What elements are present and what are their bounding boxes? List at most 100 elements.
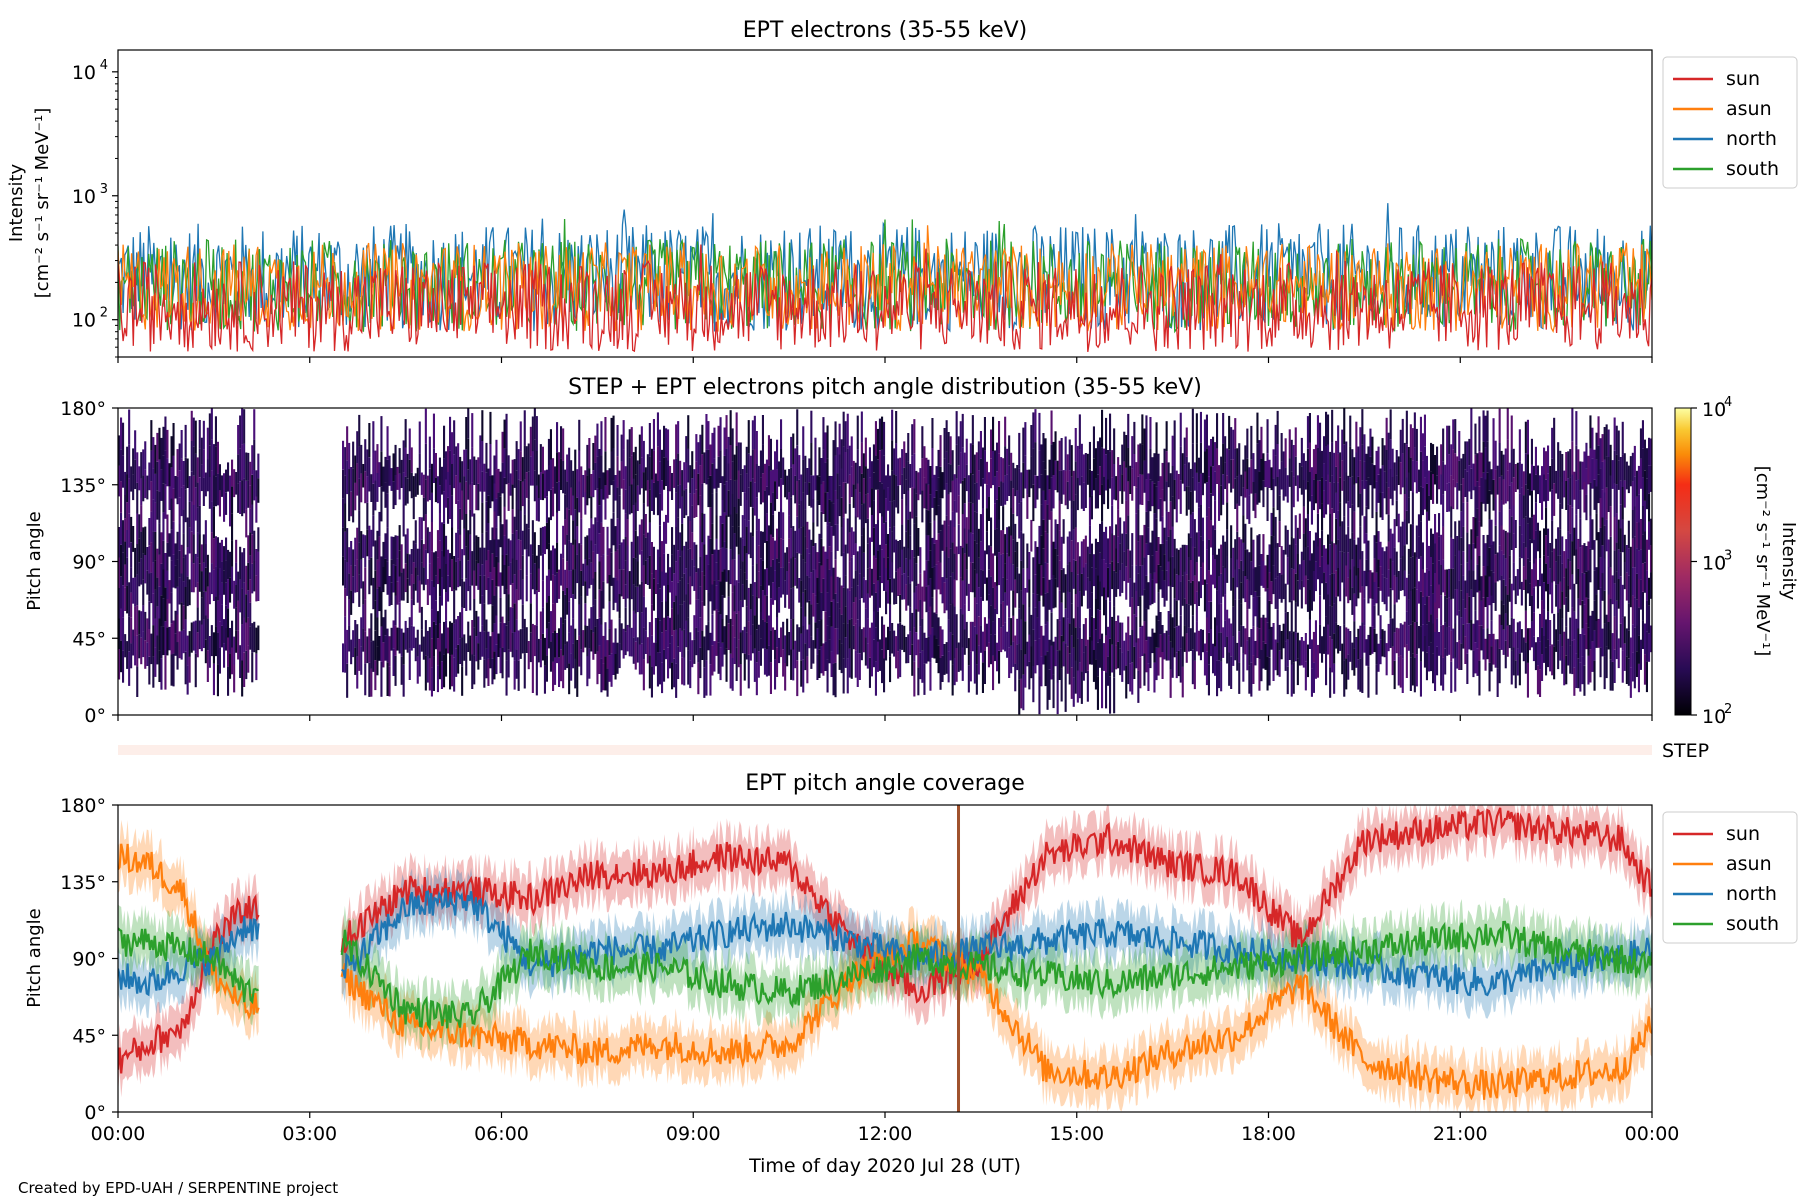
heatmap-cell bbox=[1397, 628, 1400, 657]
heatmap-cell bbox=[834, 421, 837, 456]
heatmap-cell bbox=[382, 567, 385, 593]
heatmap-cell bbox=[1498, 614, 1501, 649]
heatmap-cell bbox=[1038, 450, 1041, 489]
heatmap-cell bbox=[489, 636, 492, 669]
heatmap-cell bbox=[1121, 563, 1124, 593]
heatmap-cell bbox=[1177, 549, 1180, 576]
heatmap-cell bbox=[525, 549, 528, 576]
heatmap-cell bbox=[1337, 453, 1340, 483]
heatmap-cell bbox=[1266, 588, 1269, 623]
heatmap-cell bbox=[457, 529, 460, 559]
heatmap-cell bbox=[1226, 502, 1229, 530]
ytick-label: 90° bbox=[72, 552, 106, 574]
heatmap-cell bbox=[130, 466, 133, 492]
heatmap-cell bbox=[1292, 631, 1295, 663]
heatmap-cell bbox=[878, 481, 881, 514]
heatmap-cell bbox=[711, 432, 714, 464]
heatmap-cell bbox=[124, 518, 127, 542]
panel2-heatmap-cells bbox=[118, 408, 1652, 715]
heatmap-cell bbox=[1129, 550, 1132, 579]
heatmap-cell bbox=[1407, 472, 1410, 498]
heatmap-cell bbox=[1470, 438, 1473, 469]
heatmap-cell bbox=[1258, 471, 1261, 503]
heatmap-cell bbox=[384, 533, 387, 559]
heatmap-cell bbox=[1633, 658, 1636, 689]
heatmap-cell bbox=[689, 548, 692, 577]
heatmap-cell bbox=[1627, 603, 1630, 631]
heatmap-cell bbox=[1563, 631, 1566, 659]
heatmap-cell bbox=[485, 648, 488, 679]
heatmap-cell bbox=[1421, 596, 1424, 625]
heatmap-cell bbox=[814, 595, 817, 623]
heatmap-cell bbox=[188, 656, 191, 683]
heatmap-cell bbox=[842, 658, 845, 694]
heatmap-cell bbox=[776, 469, 779, 499]
heatmap-cell bbox=[1256, 535, 1259, 566]
heatmap-cell bbox=[136, 452, 139, 483]
heatmap-cell bbox=[824, 432, 827, 463]
heatmap-cell bbox=[915, 517, 918, 540]
heatmap-cell bbox=[1381, 438, 1384, 466]
heatmap-cell bbox=[996, 557, 999, 586]
heatmap-cell bbox=[370, 613, 373, 642]
heatmap-cell bbox=[1603, 459, 1606, 493]
heatmap-cell bbox=[889, 578, 892, 605]
heatmap-cell bbox=[1244, 471, 1247, 498]
heatmap-cell bbox=[618, 495, 621, 520]
heatmap-cell bbox=[717, 549, 720, 581]
heatmap-cell bbox=[1131, 597, 1134, 630]
heatmap-cell bbox=[1557, 555, 1560, 584]
heatmap-cell bbox=[1262, 534, 1265, 561]
heatmap-cell bbox=[1266, 453, 1269, 487]
heatmap-cell bbox=[178, 497, 181, 524]
heatmap-cell bbox=[1413, 587, 1416, 623]
heatmap-cell bbox=[424, 444, 427, 480]
heatmap-cell bbox=[911, 455, 914, 488]
heatmap-cell bbox=[927, 560, 930, 586]
heatmap-cell bbox=[1643, 531, 1646, 563]
heatmap-cell bbox=[509, 473, 512, 496]
heatmap-cell bbox=[416, 629, 419, 657]
heatmap-cell bbox=[1571, 541, 1574, 575]
heatmap-cell bbox=[422, 544, 425, 568]
heatmap-cell bbox=[1048, 489, 1051, 520]
panel3-xtick-label: 00:00 bbox=[1625, 1123, 1680, 1145]
heatmap-cell bbox=[1153, 513, 1156, 543]
heatmap-cell bbox=[366, 502, 369, 530]
heatmap-cell bbox=[1611, 575, 1614, 605]
heatmap-cell bbox=[190, 501, 193, 532]
heatmap-cell bbox=[1448, 454, 1451, 483]
heatmap-cell bbox=[818, 476, 821, 505]
heatmap-cell bbox=[467, 621, 470, 652]
heatmap-cell bbox=[438, 596, 441, 624]
heatmap-cell bbox=[774, 629, 777, 660]
heatmap-cell bbox=[1448, 626, 1451, 655]
heatmap-cell bbox=[1052, 575, 1055, 609]
heatmap-cell bbox=[1559, 503, 1562, 530]
heatmap-cell bbox=[243, 409, 246, 444]
heatmap-cell bbox=[218, 568, 221, 595]
heatmap-cell bbox=[1135, 513, 1138, 540]
heatmap-cell bbox=[1238, 474, 1241, 506]
heatmap-cell bbox=[947, 651, 950, 683]
heatmap-cell bbox=[907, 519, 910, 549]
heatmap-cell bbox=[1195, 562, 1198, 592]
heatmap-cell bbox=[356, 527, 359, 560]
heatmap-cell bbox=[1010, 452, 1013, 481]
heatmap-cell bbox=[864, 466, 867, 495]
heatmap-cell bbox=[780, 419, 783, 449]
heatmap-cell bbox=[1561, 618, 1564, 647]
heatmap-cell bbox=[1504, 613, 1507, 641]
heatmap-cell bbox=[1587, 541, 1590, 571]
heatmap-cell bbox=[592, 578, 595, 606]
heatmap-cell bbox=[186, 517, 189, 547]
heatmap-cell bbox=[721, 476, 724, 500]
heatmap-cell bbox=[895, 539, 898, 572]
heatmap-cell bbox=[1274, 578, 1277, 609]
heatmap-cell bbox=[212, 538, 215, 570]
heatmap-cell bbox=[842, 411, 845, 447]
heatmap-cell bbox=[614, 653, 617, 680]
heatmap-cell bbox=[1625, 572, 1628, 601]
heatmap-cell bbox=[874, 524, 877, 559]
heatmap-cell bbox=[144, 555, 147, 584]
